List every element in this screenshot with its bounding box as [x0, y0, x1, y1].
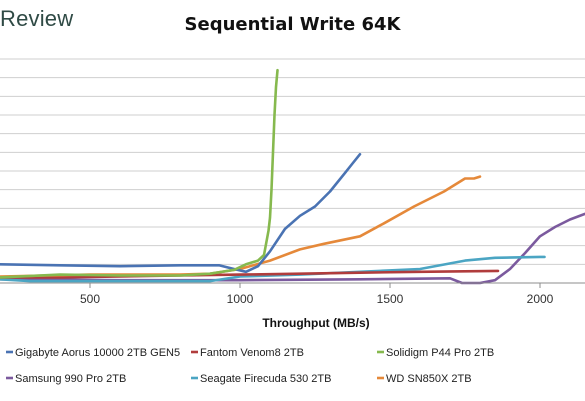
legend-label-solidigm-p44-pro-2tb: Solidigm P44 Pro 2TB: [386, 347, 494, 359]
x-axis-title: Throughput (MB/s): [262, 316, 369, 330]
x-axis: 500 1000 1500 2000: [0, 282, 585, 306]
x-tick-label-500: 500: [80, 292, 100, 306]
legend-label-gigabyte-aorus-10000-2tb-gen5: Gigabyte Aorus 10000 2TB GEN5: [15, 347, 180, 359]
series-line-samsung-990-pro-2tb: [0, 212, 585, 285]
x-tick-label-1000: 1000: [227, 292, 254, 306]
gridlines: [0, 58, 585, 265]
legend: Gigabyte Aorus 10000 2TB GEN5 Fantom Veno…: [6, 347, 494, 385]
legend-label-fantom-venom8-2tb: Fantom Venom8 2TB: [200, 347, 304, 359]
legend-label-samsung-990-pro-2tb: Samsung 990 Pro 2TB: [15, 373, 126, 385]
brand-logo: Review: [0, 6, 74, 31]
series-lines: [0, 68, 585, 285]
series-line-fantom-venom8-2tb: [0, 269, 500, 279]
legend-label-seagate-firecuda-530-2tb: Seagate Firecuda 530 2TB: [200, 373, 331, 385]
chart-title: Sequential Write 64K: [184, 14, 401, 35]
legend-label-wd-sn850x-2tb: WD SN850X 2TB: [386, 373, 472, 385]
series-line-gigabyte-aorus-10000-2tb-gen5: [0, 152, 362, 274]
series-line-solidigm-p44-pro-2tb: [0, 68, 279, 279]
x-tick-label-2000: 2000: [527, 292, 554, 306]
x-tick-label-1500: 1500: [377, 292, 404, 306]
